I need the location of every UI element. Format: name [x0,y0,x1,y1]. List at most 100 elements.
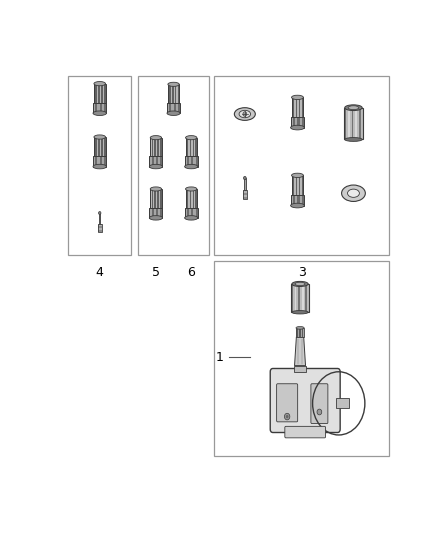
Bar [295,195,297,206]
Bar [138,76,209,255]
Bar [191,138,193,157]
Bar [98,224,102,232]
Bar [302,195,304,206]
Bar [302,328,303,337]
Bar [98,224,102,226]
Bar [294,366,306,372]
Bar [170,84,171,103]
Ellipse shape [290,125,304,130]
Ellipse shape [149,216,162,220]
Bar [149,157,162,166]
Bar [149,157,152,166]
Bar [196,157,198,166]
Bar [94,84,106,103]
Bar [290,195,293,206]
Bar [97,137,98,156]
Bar [185,208,198,218]
Bar [102,156,104,166]
Bar [93,156,106,166]
Bar [188,189,190,208]
Bar [98,156,100,166]
Bar [104,84,106,103]
Bar [296,175,297,195]
Bar [292,98,293,117]
Bar [156,138,157,157]
Ellipse shape [295,282,305,286]
Bar [297,117,300,127]
Bar [196,208,198,218]
Bar [294,175,296,195]
Ellipse shape [345,138,362,141]
Bar [167,103,169,113]
Bar [300,98,302,117]
Bar [159,138,160,157]
Bar [95,103,98,113]
Bar [157,189,159,208]
Ellipse shape [185,164,198,169]
Bar [172,84,173,103]
Bar [149,208,162,218]
Ellipse shape [342,185,365,201]
Bar [155,138,156,157]
Ellipse shape [292,95,304,100]
Bar [294,98,296,117]
Bar [98,103,100,113]
Bar [193,189,194,208]
Bar [185,157,187,166]
Bar [154,208,156,218]
Bar [348,108,350,140]
Ellipse shape [94,82,106,86]
Bar [171,84,172,103]
Bar [243,190,247,192]
Bar [149,208,152,218]
Bar [299,98,300,117]
Bar [173,103,176,113]
Bar [304,284,305,312]
Ellipse shape [292,311,308,314]
Bar [178,103,180,113]
Ellipse shape [150,187,162,191]
Bar [243,195,247,197]
Bar [346,108,348,140]
Bar [194,138,195,157]
Bar [291,284,309,312]
Bar [169,103,171,113]
Bar [104,156,106,166]
FancyBboxPatch shape [270,368,340,432]
Bar [98,84,100,103]
Bar [191,208,194,218]
Bar [243,197,247,199]
Bar [160,189,162,208]
Bar [153,138,155,157]
Bar [93,156,95,166]
Ellipse shape [292,173,304,177]
Bar [150,138,162,157]
Bar [195,189,197,208]
Bar [300,175,302,195]
Bar [173,84,175,103]
FancyBboxPatch shape [311,384,328,424]
Bar [168,84,170,103]
Bar [93,103,106,113]
Bar [100,103,102,113]
Bar [156,189,157,208]
Bar [292,98,304,117]
Bar [186,138,197,157]
Text: 6: 6 [187,266,195,279]
Bar [101,84,102,103]
Bar [191,157,194,166]
Bar [154,157,156,166]
Bar [104,103,106,113]
Circle shape [99,212,101,214]
Bar [167,103,180,113]
Bar [188,138,190,157]
Bar [150,138,152,157]
Bar [303,328,304,337]
Bar [150,189,152,208]
Bar [297,175,299,195]
Bar [298,284,300,312]
Bar [153,189,155,208]
Circle shape [244,176,246,180]
Ellipse shape [149,164,162,169]
Bar [104,137,106,156]
